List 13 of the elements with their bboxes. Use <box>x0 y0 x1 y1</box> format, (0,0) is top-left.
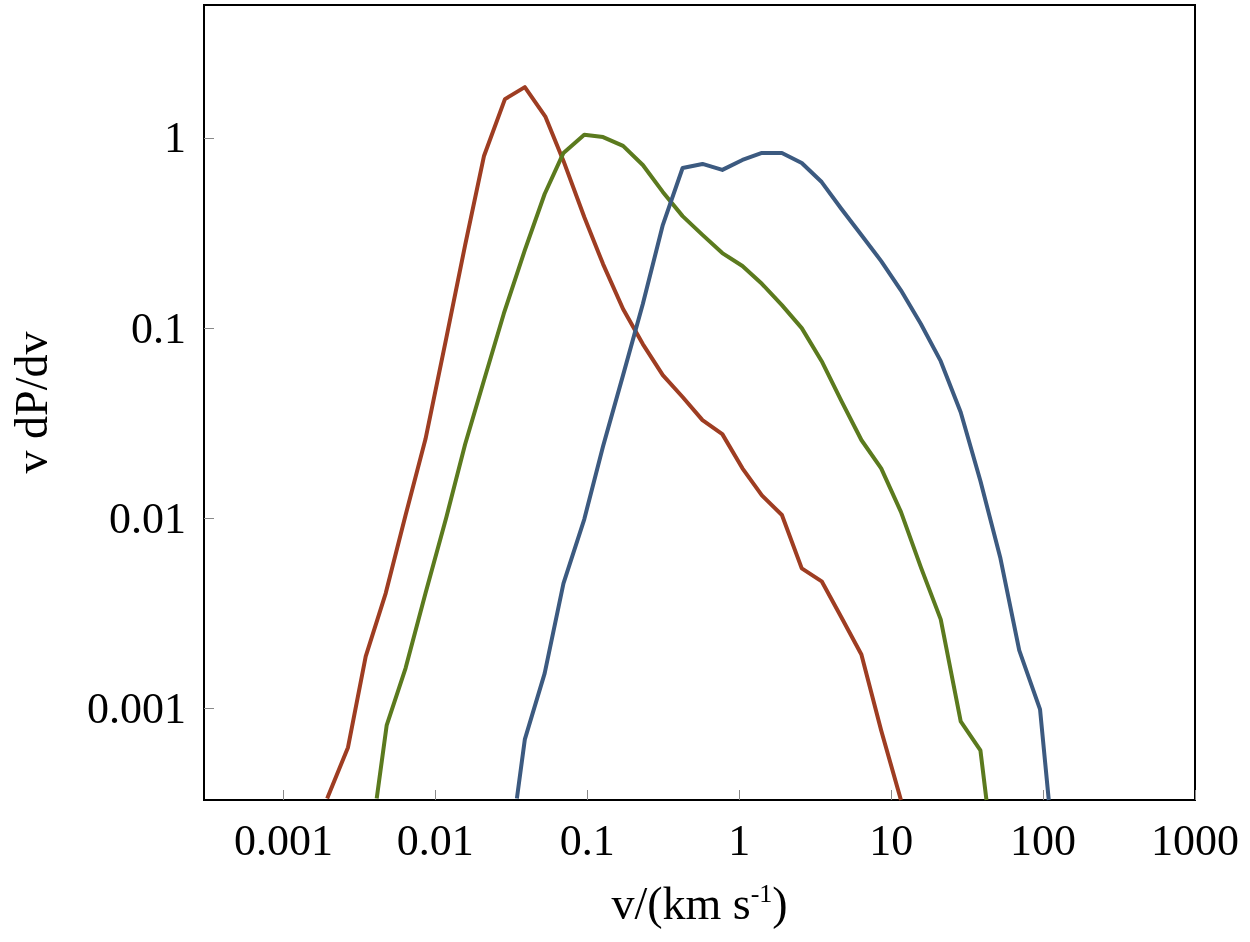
line-series <box>325 85 903 802</box>
y-tick-label: 1 <box>164 113 186 163</box>
x-tick-label: 0.001 <box>233 815 333 865</box>
y-tick-label: 0.001 <box>87 683 186 733</box>
x-tick-label: 0.01 <box>396 815 474 865</box>
y-tick-label: 0.1 <box>131 303 186 353</box>
x-tick-label: 1 <box>728 815 751 865</box>
y-tick-label: 0.01 <box>109 493 186 543</box>
x-tick-label: 100 <box>1010 815 1077 865</box>
x-tick-label: 0.1 <box>559 815 615 865</box>
y-axis-title: v dP/dv <box>5 331 57 474</box>
x-tick-label: 1000 <box>1151 815 1239 865</box>
x-tick-label: 10 <box>869 815 914 865</box>
